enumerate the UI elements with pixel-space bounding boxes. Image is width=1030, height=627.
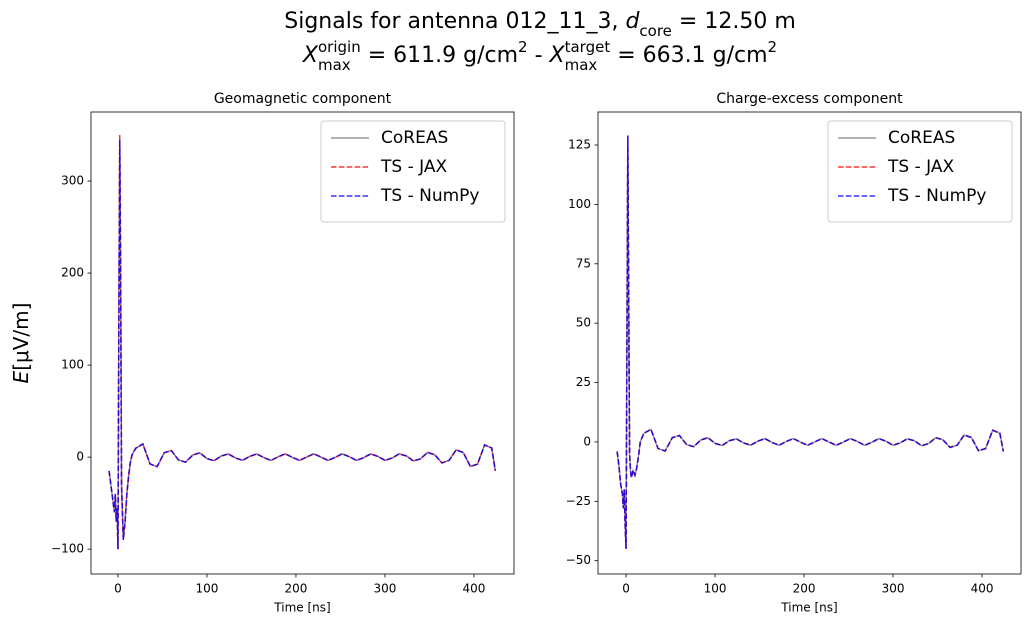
x-tick-label: 300 <box>882 582 905 596</box>
title-part: Signals for antenna 012_11_3, <box>284 9 625 34</box>
axes-frame <box>90 111 515 575</box>
y-tick-label: 75 <box>576 256 591 270</box>
y-tick-label: 300 <box>61 174 84 188</box>
x-tick-label: 0 <box>622 582 630 596</box>
title-part: = 12.50 m <box>672 9 796 34</box>
x-tick-label: 100 <box>196 582 219 596</box>
y-tick-label: −25 <box>566 494 591 508</box>
x-tick-label: 400 <box>971 582 994 596</box>
legend-label: TS - NumPy <box>887 186 986 206</box>
y-axis-label: E[μV/m] <box>9 303 33 384</box>
axes-title: Geomagnetic component <box>214 91 392 107</box>
y-tick-label: −100 <box>51 542 84 556</box>
title-part: core <box>639 22 672 40</box>
x-tick-label: 200 <box>285 582 308 596</box>
x-tick-label: 400 <box>462 582 485 596</box>
y-tick-label: 125 <box>568 138 591 152</box>
title-part: origin <box>318 38 361 56</box>
title-part: max <box>318 56 351 74</box>
y-tick-label: 0 <box>76 450 84 464</box>
title-part: - <box>528 43 550 68</box>
x-axis-label: Time [ns] <box>780 601 837 615</box>
plot-area <box>108 135 497 550</box>
title-part: max <box>565 56 598 74</box>
title-part: = 611.9 g/cm <box>361 43 518 68</box>
series-line <box>616 135 1005 549</box>
legend-label: TS - NumPy <box>380 186 479 206</box>
title-part: target <box>565 38 611 56</box>
x-tick-label: 0 <box>114 582 122 596</box>
title-part: 2 <box>518 38 528 56</box>
y-label-part: [μV/m] <box>9 303 33 371</box>
figure-title: Signals for antenna 012_11_3, dcore = 12… <box>284 9 796 40</box>
y-tick-label: 100 <box>568 197 591 211</box>
legend-label: CoREAS <box>888 128 955 148</box>
axes-title: Charge-excess component <box>716 91 903 107</box>
y-tick-label: 50 <box>576 316 591 330</box>
y-tick-label: 0 <box>583 434 591 448</box>
y-tick-label: 25 <box>576 375 591 389</box>
x-axis-label: Time [ns] <box>273 601 330 615</box>
x-tick-label: 200 <box>793 582 816 596</box>
plot-area <box>616 135 1005 549</box>
axes-frame <box>597 111 1022 575</box>
x-tick-label: 300 <box>374 582 397 596</box>
series-line <box>108 139 497 550</box>
y-tick-label: −50 <box>566 553 591 567</box>
y-label-part: E <box>9 370 33 383</box>
title-part: X <box>302 43 319 68</box>
title-part: = 663.1 g/cm <box>610 43 767 68</box>
y-tick-label: 100 <box>61 358 84 372</box>
legend-label: CoREAS <box>381 128 448 148</box>
x-tick-label: 100 <box>704 582 727 596</box>
title-part: d <box>625 9 640 34</box>
legend-label: TS - JAX <box>887 157 954 177</box>
legend-label: TS - JAX <box>380 157 447 177</box>
title-part: X <box>549 43 566 68</box>
y-tick-label: 200 <box>61 266 84 280</box>
figure-title: Xorigin max = 611.9 g/cm2 - Xtarget max = … <box>302 38 777 74</box>
title-part: 2 <box>768 38 778 56</box>
